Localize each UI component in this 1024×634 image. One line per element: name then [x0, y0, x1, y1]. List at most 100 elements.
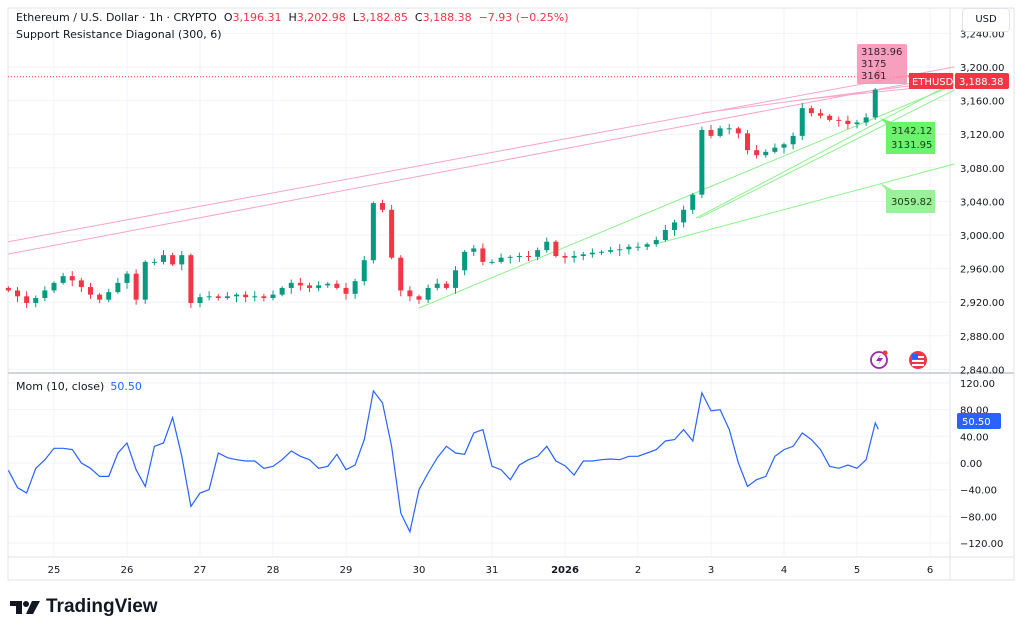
candle-body	[672, 222, 677, 230]
candle-body	[544, 241, 550, 251]
candle-body	[24, 296, 30, 304]
time-tick-label: 31	[486, 565, 499, 576]
time-tick-label: 2026	[551, 565, 579, 576]
momentum-tick-label: −120.00	[960, 539, 1003, 550]
time-tick-label: 6	[927, 565, 933, 576]
time-tick-label: 2	[635, 565, 641, 576]
candle-body	[599, 251, 604, 253]
candle-body	[15, 290, 20, 297]
indicator-legend[interactable]: Support Resistance Diagonal (300, 6)	[16, 28, 222, 41]
price-tick-label: 3,120.00	[960, 130, 1005, 141]
lightning-alert-icon[interactable]	[870, 350, 888, 369]
candle-body	[316, 285, 322, 288]
resistance-label-value-2: 3175	[861, 59, 886, 70]
time-tick-label: 25	[48, 565, 61, 576]
price-tick-label: 2,840.00	[960, 365, 1005, 376]
candle-body	[407, 290, 413, 297]
candle-body	[653, 240, 659, 245]
support-line	[698, 89, 955, 219]
high-value: 3,202.98	[296, 11, 346, 24]
candle-body	[480, 248, 486, 262]
candle-body	[489, 261, 495, 263]
time-tick-label: 4	[781, 565, 787, 576]
candle-body	[626, 246, 632, 250]
candle-body	[325, 283, 331, 286]
candle-body	[553, 241, 559, 256]
candle-body	[307, 285, 312, 288]
support-label-upper: 3142.12 3131.95	[880, 118, 935, 154]
candle-body	[243, 294, 249, 298]
time-tick-label: 5	[854, 565, 860, 576]
tradingview-logo[interactable]: TradingView	[10, 596, 158, 618]
candle-body	[854, 122, 860, 125]
candle-body	[526, 256, 531, 257]
price-tick-label: 2,920.00	[960, 298, 1005, 309]
candle-body	[836, 119, 842, 121]
candle-body	[726, 128, 732, 130]
price-axis[interactable]: 3,240.00 3,200.00 3,160.00 3,120.00 3,080.00…	[960, 29, 1005, 376]
candle-body	[608, 250, 614, 252]
candle-body	[808, 108, 814, 114]
open-label: O	[223, 11, 233, 24]
candle-body	[380, 203, 385, 210]
support-label-value-lower: 3059.82	[891, 197, 932, 208]
low-value: 3,182.85	[358, 11, 408, 24]
candle-body	[261, 296, 267, 298]
time-tick-label: 30	[413, 565, 426, 576]
symbol-title[interactable]: Ethereum / U.S. Dollar · 1h · CRYPTO	[16, 11, 217, 24]
candle-body	[681, 209, 687, 223]
candle-body	[206, 296, 212, 298]
candle-body	[443, 283, 449, 288]
momentum-axis[interactable]: 120.00 80.00 40.00 0.00 −40.00 −80.00 −120.00	[960, 379, 1003, 550]
momentum-tick-label: −80.00	[960, 512, 997, 523]
resistance-label: 3183.96 3175 3161	[857, 44, 907, 84]
candle-body	[170, 255, 176, 265]
candle-body	[297, 282, 303, 286]
candle-body	[589, 252, 595, 255]
momentum-title: Mom (10, close)	[16, 380, 105, 393]
candle-body	[5, 287, 11, 291]
time-tick-label: 26	[121, 565, 134, 576]
current-symbol: ETHUSD	[912, 77, 954, 88]
candle-body	[133, 273, 139, 300]
current-price: 3,188.38	[959, 77, 1004, 88]
candle-body	[115, 282, 121, 293]
candle-body	[580, 254, 586, 256]
price-tick-label: 3,040.00	[960, 197, 1005, 208]
candle-body	[635, 246, 641, 248]
support-label-lower: 3059.82	[880, 183, 935, 213]
candles	[5, 64, 881, 309]
us-flag-events-icon[interactable]	[909, 351, 927, 369]
candle-body	[33, 298, 39, 304]
time-axis[interactable]: 25 26 27 28 29 30 31 2026 2 3 4 5 6	[48, 565, 934, 576]
price-tick-label: 3,080.00	[960, 164, 1005, 175]
candle-body	[78, 280, 84, 288]
momentum-legend[interactable]: Mom (10, close) 50.50	[16, 380, 142, 393]
candle-body	[872, 89, 878, 118]
candle-body	[498, 257, 504, 262]
candle-body	[42, 290, 48, 298]
candle-body	[818, 113, 823, 116]
chart-frame	[7, 7, 1015, 581]
momentum-value-tag: 50.50	[957, 413, 1001, 429]
candle-body	[772, 147, 778, 152]
time-tick-label: 3	[708, 565, 714, 576]
close-label: C	[414, 11, 423, 24]
candle-body	[799, 108, 805, 136]
resistance-lines	[8, 66, 955, 255]
candle-body	[416, 296, 422, 300]
symbol-legend: Ethereum / U.S. Dollar · 1h · CRYPTO O 3,…	[16, 11, 569, 24]
candle-body	[88, 287, 93, 295]
price-tick-label: 3,160.00	[960, 97, 1005, 108]
tradingview-logo-icon	[10, 601, 40, 614]
support-line	[695, 81, 955, 219]
low-label: L	[352, 11, 359, 24]
candle-body	[562, 256, 568, 258]
time-tick-label: 29	[340, 565, 353, 576]
close-value: 3,188.38	[422, 11, 472, 24]
candle-body	[352, 281, 358, 294]
candle-body	[389, 209, 395, 258]
price-tick-label: 2,960.00	[960, 265, 1005, 276]
currency-button[interactable]: USD	[962, 8, 1010, 32]
